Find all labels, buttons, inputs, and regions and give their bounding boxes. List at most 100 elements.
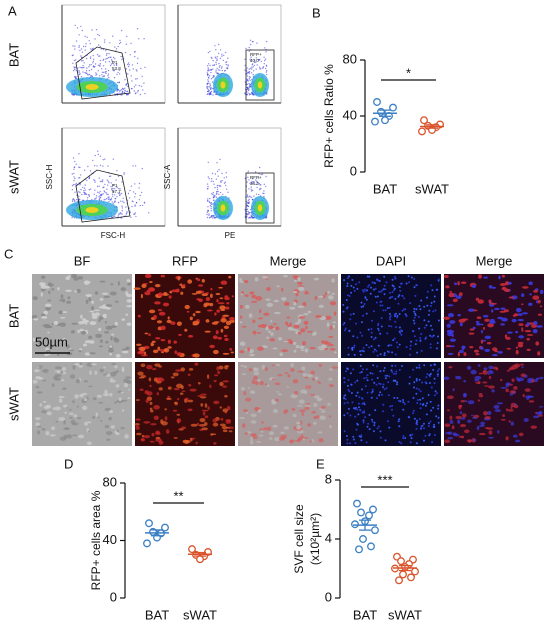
cell [268,330,271,333]
cell [331,278,335,283]
cell [252,367,259,372]
cell [491,309,494,313]
cell [266,384,270,387]
cell [120,399,128,402]
cell [38,365,43,369]
event [136,78,138,80]
cell [219,381,224,387]
cell [371,281,374,284]
cell [363,303,366,305]
event [93,179,95,181]
cell [188,368,194,371]
cell [121,350,129,354]
cell [500,418,506,421]
event [129,54,131,56]
cell [417,316,420,318]
cell [408,376,411,379]
cell [89,321,97,326]
event [206,83,208,86]
event [120,29,123,32]
cell [297,370,304,373]
cell [140,293,143,299]
cell [61,366,67,371]
event [117,201,120,204]
cell [261,345,266,348]
cell [45,303,52,308]
event [207,73,209,76]
cell [449,320,456,324]
data-point [371,117,379,126]
row-label: BAT [6,43,21,67]
event [124,90,126,92]
cell [351,346,354,349]
cell [98,345,104,348]
event [121,210,124,212]
cell [92,397,97,401]
cell [35,422,40,427]
cell [293,324,300,329]
data-point [411,567,419,576]
y-tick-label: 80 [343,51,357,66]
cell [38,341,43,346]
cell [121,318,126,321]
cell [155,430,160,434]
event [221,55,223,57]
cell [410,340,413,343]
cell [99,368,105,373]
cell [37,430,41,435]
cell [255,296,263,301]
event [207,161,209,163]
cell [120,391,124,394]
cell [303,292,310,295]
event [206,216,209,219]
cell [137,371,144,376]
event [206,72,208,74]
cell [108,348,114,353]
cell [128,388,131,391]
cell [375,397,378,400]
cell [362,368,364,371]
cell [53,375,58,380]
cell [194,362,199,366]
event [105,61,107,63]
cell [371,319,374,322]
event [266,93,268,95]
cell [425,336,427,339]
y-tick-label: 0 [110,589,117,604]
event [85,193,87,195]
cell [79,362,82,366]
cell [105,304,113,307]
cell [124,382,128,388]
event [131,64,134,66]
cell [65,276,71,280]
cell [201,409,209,412]
event [103,71,105,74]
cell [431,289,434,292]
cell [313,416,317,420]
event [107,75,109,77]
event [123,201,125,204]
y-axis-label: SSC-H [45,164,54,189]
event [120,217,123,219]
event [130,75,132,77]
cell [347,407,350,410]
cell [488,430,493,435]
cell [445,285,450,289]
cell [428,309,431,312]
cell [517,318,524,322]
cell [365,368,368,371]
event [209,50,211,52]
cell [371,420,374,423]
event [143,201,146,203]
event [98,34,101,37]
cell [425,324,428,327]
event [129,189,131,192]
cell [537,351,541,356]
event [89,188,92,190]
cell [60,371,64,374]
cell [400,442,403,445]
cell [431,335,434,338]
cell [241,373,247,376]
cell [133,287,141,290]
cell [360,301,363,304]
